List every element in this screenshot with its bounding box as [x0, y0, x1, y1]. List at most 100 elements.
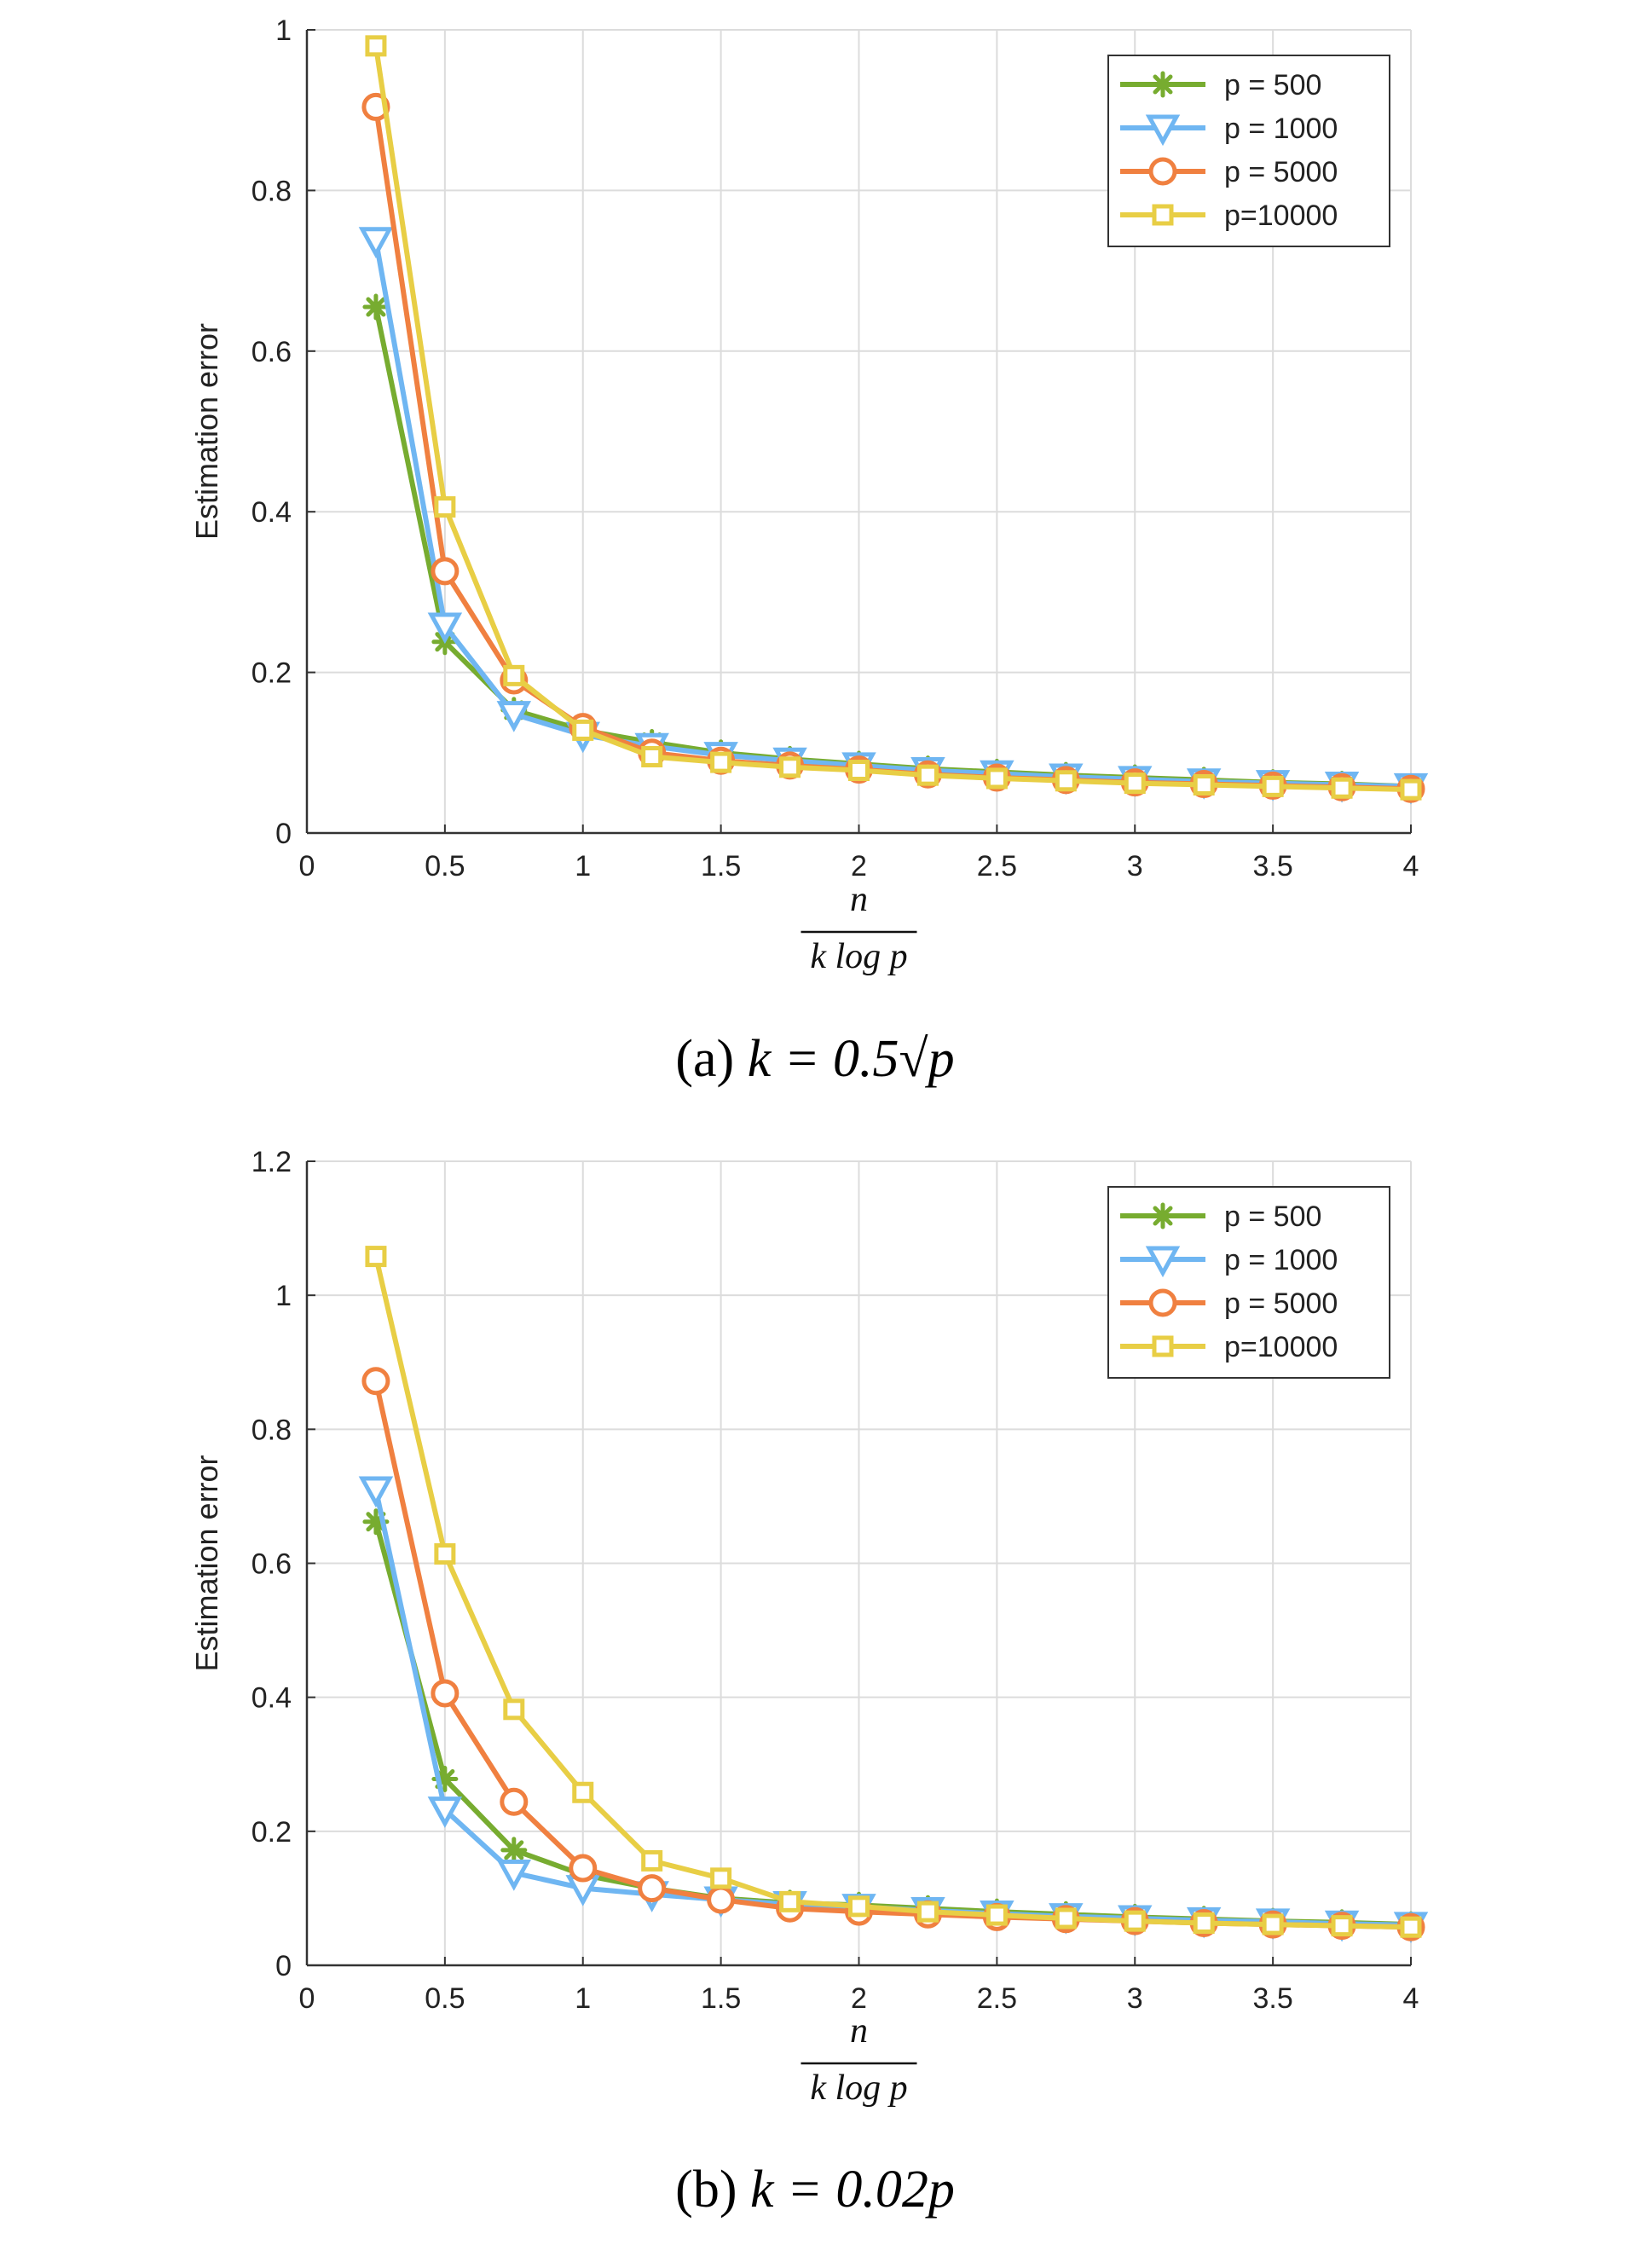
legend-swatch-marker: [1149, 1202, 1176, 1229]
data-point: [1193, 773, 1215, 796]
data-point: [1331, 1915, 1353, 1937]
y-tick-label: 0.4: [251, 1682, 292, 1715]
x-tick-label: 2.5: [977, 850, 1017, 882]
x-tick-label: 1: [575, 1982, 591, 2015]
chart-caption: (b) k = 0.02p: [675, 2161, 955, 2219]
data-point: [500, 1787, 529, 1816]
data-point: [1400, 778, 1422, 801]
x-axis-label-denominator: k log p: [810, 2068, 907, 2108]
series-4: [365, 35, 1422, 801]
series-4: [365, 1246, 1422, 1938]
data-point: [641, 1849, 663, 1872]
data-point: [427, 1796, 463, 1828]
data-point: [710, 751, 732, 773]
data-point: [1124, 1910, 1146, 1932]
data-point: [986, 1904, 1008, 1926]
y-tick-label: 0.2: [251, 657, 292, 690]
x-axis-label-numerator: n: [850, 2011, 868, 2051]
y-tick-label: 0.6: [251, 336, 292, 368]
legend-swatch-marker: [1149, 71, 1176, 98]
legend-swatch-marker: [1152, 204, 1174, 226]
x-tick-label: 3.5: [1252, 850, 1292, 882]
legend-swatch-marker: [1148, 1288, 1177, 1317]
data-point: [1331, 777, 1353, 799]
y-tick-label: 0: [275, 818, 292, 850]
x-tick-label: 1.5: [701, 1982, 741, 2015]
data-point: [496, 701, 532, 732]
x-axis-label-numerator: n: [850, 880, 868, 919]
x-tick-label: 3: [1127, 1982, 1143, 2015]
data-point: [361, 1367, 390, 1396]
data-point: [641, 746, 663, 768]
data-point: [572, 1781, 594, 1803]
data-point: [707, 1885, 736, 1914]
y-tick-label: 1: [275, 1280, 292, 1312]
x-tick-label: 1.5: [701, 850, 741, 882]
caption-label: (a): [675, 1030, 734, 1088]
data-point: [1262, 775, 1284, 797]
chart-panel-b: 0 0.5 1 1.5 2 2.5 3 3.5 4 0 0.2 0.4 0.6 0.8 1 1.2 Estima…: [189, 1146, 1429, 2219]
y-tick-label: 0: [275, 1950, 292, 1982]
y-tick-label: 1: [275, 14, 292, 47]
data-point: [362, 1508, 390, 1536]
data-point: [358, 227, 394, 258]
data-point: [431, 557, 460, 586]
data-point: [431, 1679, 460, 1708]
data-point: [572, 719, 594, 741]
x-tick-label: 2: [851, 850, 867, 882]
legend-label: p = 5000: [1224, 1287, 1338, 1320]
data-point: [362, 293, 390, 321]
data-point: [638, 1874, 667, 1903]
legend-label: p = 5000: [1224, 156, 1338, 188]
legend-label: p=10000: [1224, 200, 1338, 232]
legend-label: p=10000: [1224, 1331, 1338, 1363]
data-point: [431, 1766, 459, 1793]
data-point: [986, 767, 1008, 790]
x-tick-label: 3.5: [1252, 1982, 1292, 2015]
series-line: [373, 1255, 1412, 1930]
legend-swatch-marker: [1148, 157, 1177, 186]
legend-label: p = 500: [1224, 1201, 1321, 1233]
x-tick-label: 2: [851, 1982, 867, 2015]
data-point: [365, 1246, 387, 1268]
data-point: [569, 1854, 598, 1883]
y-axis-label: Estimation error: [189, 323, 224, 540]
caption-math: k = 0.5√p: [748, 1030, 955, 1088]
data-point: [710, 1867, 732, 1889]
legend-swatch-marker: [1152, 1335, 1174, 1357]
data-point: [916, 764, 939, 786]
y-tick-label: 0.4: [251, 496, 292, 529]
y-tick-label: 0.2: [251, 1816, 292, 1849]
legend-swatch-marker: [1145, 114, 1181, 147]
x-tick-label: 0.5: [425, 850, 465, 882]
x-tick-label: 0: [299, 850, 315, 882]
x-tick-label: 3: [1127, 850, 1143, 882]
legend-label: p = 1000: [1224, 113, 1338, 145]
data-point: [500, 1837, 528, 1864]
x-tick-label: 4: [1403, 1982, 1419, 2015]
legend-label: p = 500: [1224, 69, 1321, 101]
data-point: [1262, 1913, 1284, 1935]
x-tick-label: 4: [1403, 850, 1419, 882]
caption-math: k = 0.02p: [750, 2161, 955, 2219]
data-point: [779, 1890, 801, 1912]
data-point: [503, 664, 525, 686]
data-point: [916, 1901, 939, 1923]
data-point: [1193, 1912, 1215, 1934]
legend-swatch-marker: [1145, 1246, 1181, 1278]
data-point: [427, 612, 463, 645]
legend: p = 500 p = 1000 p = 5000 p=10000: [1107, 55, 1390, 247]
data-point: [1124, 772, 1146, 795]
x-tick-label: 0.5: [425, 1982, 465, 2015]
data-point: [848, 1895, 870, 1918]
chart-caption: (a) k = 0.5√p: [675, 1030, 954, 1088]
data-point: [848, 760, 870, 782]
y-tick-label: 1.2: [251, 1146, 292, 1178]
data-point: [434, 496, 456, 518]
y-tick-label: 0.8: [251, 1414, 292, 1446]
data-point: [358, 1476, 394, 1508]
data-point: [1055, 770, 1077, 792]
data-point: [1055, 1907, 1077, 1930]
data-point: [503, 1698, 525, 1721]
